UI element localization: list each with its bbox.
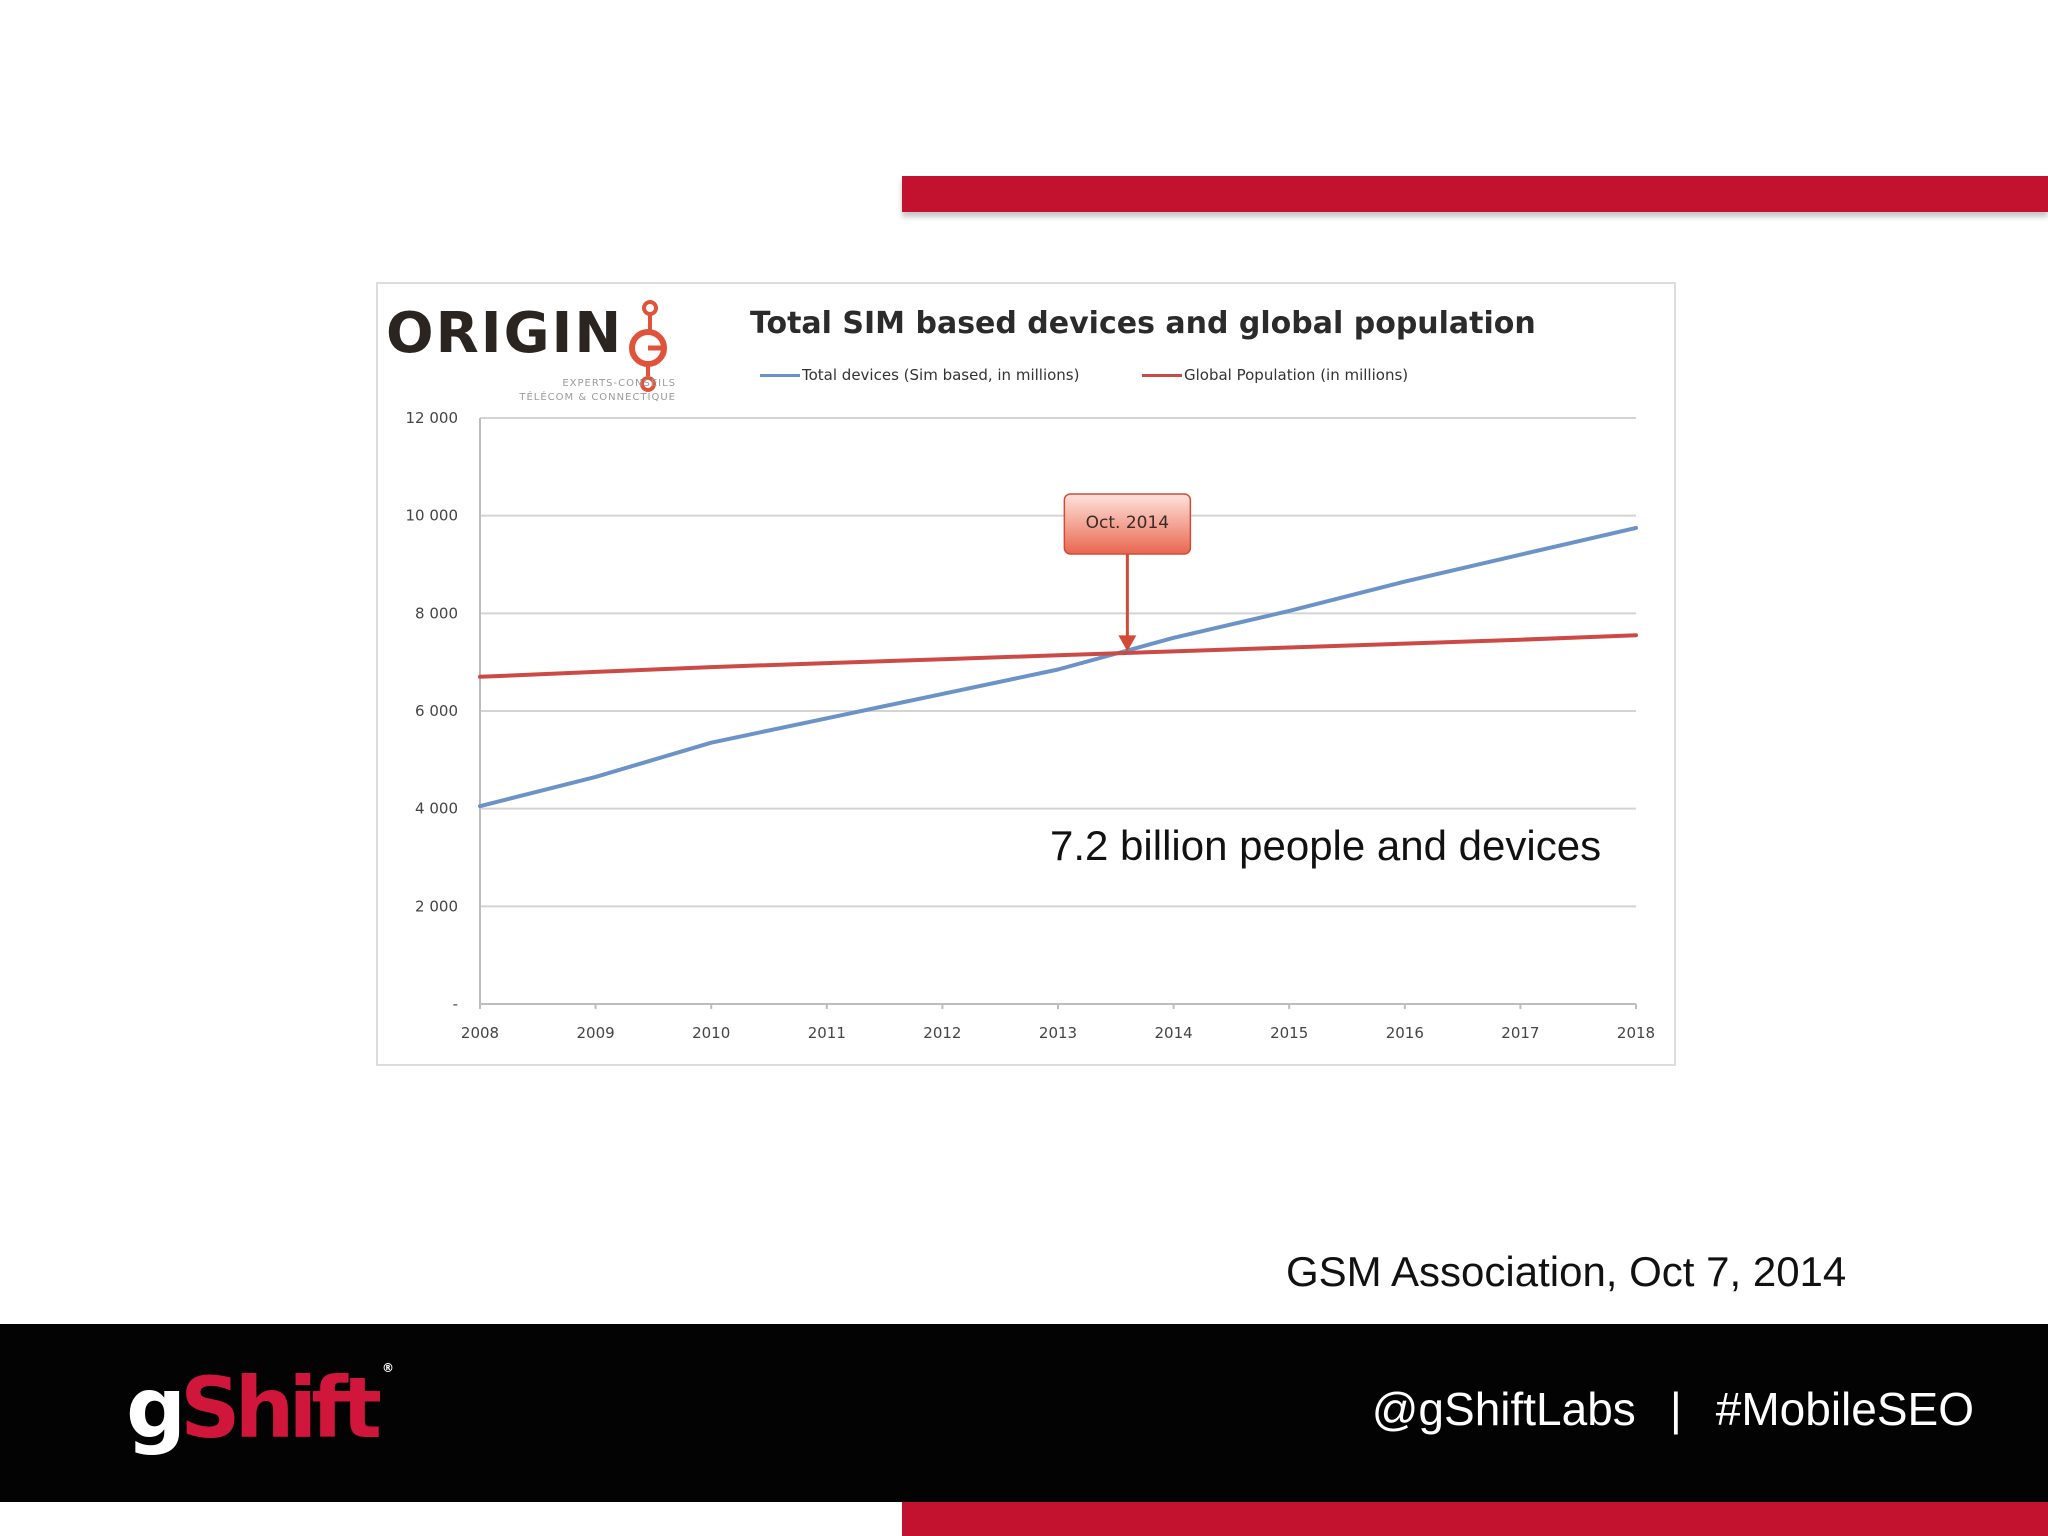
y-tick-label: 12 000 [406,409,459,427]
callout-arrow-head [1118,635,1137,652]
legend-swatch-population [1142,373,1182,377]
origin-logo: ORIGIN EXPERTS-CONSEILS TÉLÉCOM & CONNEC… [386,296,716,406]
x-tick-label: 2011 [808,1024,846,1042]
y-tick-label: 10 000 [406,507,459,525]
handle-separator: | [1669,1383,1682,1435]
x-tick-label: 2016 [1386,1024,1424,1042]
legend-label-devices: Total devices (Sim based, in millions) [802,366,1080,384]
y-tick-label: 8 000 [415,604,458,622]
line-chart: - 2 000 4 000 6 000 8 000 10 000 12 000 2008 200… [406,409,1656,1042]
legend-item-devices: Total devices (Sim based, in millions) [760,366,1079,384]
gshift-logo-g: g [126,1359,186,1457]
callout-label: Oct. 2014 [1086,513,1169,533]
y-tick-label: - [453,995,458,1013]
y-tick-label: 4 000 [415,800,458,818]
x-tick-label: 2008 [461,1024,499,1042]
top-accent-bar [902,176,2048,212]
x-tick-label: 2017 [1501,1024,1539,1042]
logo-tagline-1: EXPERTS-CONSEILS [562,378,676,389]
x-tick-label: 2018 [1617,1024,1655,1042]
chart-title: Total SIM based devices and global popul… [750,306,1536,341]
bottom-accent-bar [902,1502,2048,1536]
hashtag: #MobileSEO [1715,1383,1974,1435]
x-tick-label: 2009 [577,1024,615,1042]
logo-wordmark: ORIGIN [386,301,624,366]
x-tick-label: 2013 [1039,1024,1077,1042]
origin-logo-mark-icon [629,300,667,392]
gshift-registered-mark: ® [381,1361,394,1375]
social-handles: @gShiftLabs | #MobileSEO [1372,1382,1974,1436]
logo-tagline-2: TÉLÉCOM & CONNECTIQUE [519,392,676,403]
gshift-logo-shift: Shift [180,1359,382,1457]
footer-bottom-strip [0,1502,902,1536]
series-line-population [478,633,1638,679]
x-tick-label: 2014 [1155,1024,1193,1042]
source-citation: GSM Association, Oct 7, 2014 [1286,1248,1847,1295]
x-tick-label: 2015 [1270,1024,1308,1042]
series-line-devices [478,525,1638,809]
x-tick-label: 2010 [692,1024,730,1042]
gshift-logo: gShift ® [126,1359,394,1457]
footer-bar [0,1324,2048,1502]
twitter-handle: @gShiftLabs [1371,1383,1636,1435]
y-tick-label: 2 000 [415,897,458,915]
legend-item-population: Global Population (in millions) [1142,366,1408,384]
y-tick-label: 6 000 [415,702,458,720]
legend-label-population: Global Population (in millions) [1184,366,1409,384]
x-tick-label: 2012 [923,1024,961,1042]
legend-swatch-devices [760,373,800,377]
chart-image: - 2 000 4 000 6 000 8 000 10 000 12 000 2008 200… [376,282,1676,1066]
annotation-text: 7.2 billion people and devices [1050,822,1602,869]
